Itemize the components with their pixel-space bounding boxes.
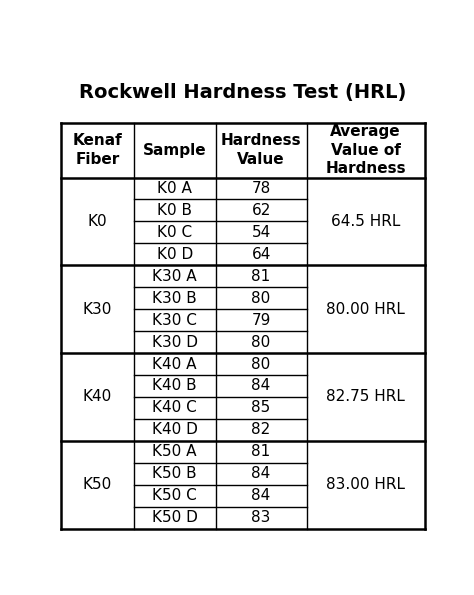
Text: K0 D: K0 D: [156, 247, 193, 262]
Text: K50: K50: [83, 477, 112, 492]
Text: 80: 80: [252, 291, 271, 306]
Text: K30 A: K30 A: [153, 269, 197, 284]
Text: K40 B: K40 B: [153, 378, 197, 393]
Text: K0 B: K0 B: [157, 203, 192, 218]
Text: 85: 85: [252, 400, 271, 415]
Text: 64: 64: [251, 247, 271, 262]
Text: 82: 82: [252, 422, 271, 437]
Text: Hardness
Value: Hardness Value: [221, 133, 301, 167]
Text: K50 C: K50 C: [152, 488, 197, 503]
Text: K40 D: K40 D: [152, 422, 198, 437]
Text: K30 C: K30 C: [152, 312, 197, 328]
Text: 78: 78: [252, 181, 271, 196]
Text: Kenaf
Fiber: Kenaf Fiber: [73, 133, 122, 167]
Text: 54: 54: [252, 225, 271, 240]
Text: 64.5 HRL: 64.5 HRL: [331, 214, 401, 229]
Text: K50 D: K50 D: [152, 510, 198, 525]
Text: 84: 84: [252, 378, 271, 393]
Text: 81: 81: [252, 444, 271, 459]
Text: K40 A: K40 A: [153, 356, 197, 371]
Text: 62: 62: [251, 203, 271, 218]
Text: 81: 81: [252, 269, 271, 284]
Text: 80.00 HRL: 80.00 HRL: [326, 302, 405, 317]
Text: 83: 83: [251, 510, 271, 525]
Text: 84: 84: [252, 466, 271, 481]
Text: 83.00 HRL: 83.00 HRL: [326, 477, 405, 492]
Text: K50 A: K50 A: [153, 444, 197, 459]
Text: K50 B: K50 B: [153, 466, 197, 481]
Text: 82.75 HRL: 82.75 HRL: [326, 390, 405, 405]
Text: K40 C: K40 C: [152, 400, 197, 415]
Text: K30 D: K30 D: [152, 334, 198, 350]
Text: K30 B: K30 B: [152, 291, 197, 306]
Text: 80: 80: [252, 334, 271, 350]
Text: K0 C: K0 C: [157, 225, 192, 240]
Text: Sample: Sample: [143, 143, 207, 158]
Text: 79: 79: [251, 312, 271, 328]
Text: K30: K30: [83, 302, 112, 317]
Text: K40: K40: [83, 390, 112, 405]
Text: Average
Value of
Hardness: Average Value of Hardness: [325, 124, 406, 176]
Text: Rockwell Hardness Test (HRL): Rockwell Hardness Test (HRL): [79, 83, 407, 102]
Text: 84: 84: [252, 488, 271, 503]
Text: K0 A: K0 A: [157, 181, 192, 196]
Text: 80: 80: [252, 356, 271, 371]
Text: K0: K0: [88, 214, 107, 229]
